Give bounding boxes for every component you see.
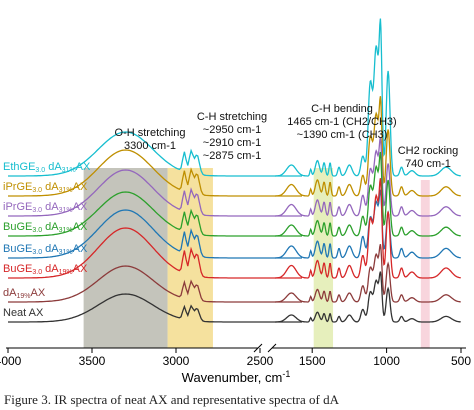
- x-tick-label: 2500: [247, 354, 274, 368]
- series-label: BuGE3.0 dA31%AX: [3, 221, 88, 234]
- series-line: [8, 293, 302, 323]
- series-label: iPrGE3.0 dA31%AX: [3, 201, 88, 214]
- series-label: BuGE3.0 dA31%AX: [3, 243, 88, 256]
- series-label: EthGE3.0 dA31%AX: [3, 161, 91, 174]
- series-line: [275, 18, 461, 177]
- annotation-line: ~2950 cm-1: [203, 124, 261, 136]
- series-label: iPrGE3.0 dA31%AX: [3, 181, 88, 194]
- band-3: [420, 180, 430, 348]
- figure-caption: Figure 3. IR spectra of neat AX and repr…: [4, 392, 339, 407]
- spectra-curves: [8, 18, 461, 323]
- series-line: [8, 169, 302, 217]
- annotation-line: 1465 cm-1 (CH2/CH3): [287, 116, 396, 128]
- series-line: [275, 137, 461, 217]
- series-labels: EthGE3.0 dA31%AX iPrGE3.0 dA31%AX iPrGE3.0…: [3, 161, 91, 319]
- x-tick-label: 1000: [373, 354, 400, 368]
- series-line: [8, 149, 302, 197]
- axis-break-mark: [253, 343, 263, 353]
- annotation-line: C-H bending: [311, 103, 373, 115]
- annotation-line: ~2910 cm-1: [203, 137, 261, 149]
- series-line: [275, 178, 461, 279]
- series-line: [275, 151, 461, 237]
- annotation-line: 3300 cm-1: [124, 140, 176, 152]
- x-axis: 4000 3500 3000 2500 1500 1000 500 Wavenumber, c…: [0, 343, 471, 385]
- series-line: [275, 96, 461, 197]
- ir-spectra-chart: EthGE3.0 dA31%AX iPrGE3.0 dA31%AX iPrGE3.0…: [0, 18, 471, 385]
- annotation-line: ~2875 cm-1: [203, 150, 261, 162]
- annotation-line: 740 cm-1: [405, 158, 451, 170]
- series-line: [8, 209, 302, 259]
- series-line: [8, 265, 302, 303]
- series-line: [8, 227, 302, 279]
- annotation-line: ~1390 cm-1 (CH3): [297, 129, 388, 141]
- x-tick-label: 500: [451, 354, 471, 368]
- annotation-line: C-H stretching: [197, 111, 267, 123]
- annotation-line: O-H stretching: [115, 127, 186, 139]
- series-label: Neat AX: [3, 307, 44, 319]
- series-line: [275, 244, 461, 303]
- series-line: [8, 131, 302, 177]
- x-tick-label: 3500: [79, 354, 106, 368]
- x-tick-label: 3000: [163, 354, 190, 368]
- axis-break-mark: [267, 343, 277, 353]
- series-label: dA19%AX: [3, 287, 46, 300]
- annotation-line: CH2 rocking: [398, 145, 459, 157]
- highlight-bands: [83, 168, 430, 348]
- series-line: [275, 271, 461, 323]
- band-0: [83, 168, 168, 348]
- series-label: BuGE3.0 dA19%AX: [3, 263, 88, 276]
- x-tick-label: 4000: [0, 354, 22, 368]
- x-axis-title: Wavenumber, cm-1: [182, 369, 291, 385]
- band-1: [167, 168, 213, 348]
- series-line: [8, 191, 302, 237]
- x-tick-label: 1500: [299, 354, 326, 368]
- band-2: [313, 168, 334, 348]
